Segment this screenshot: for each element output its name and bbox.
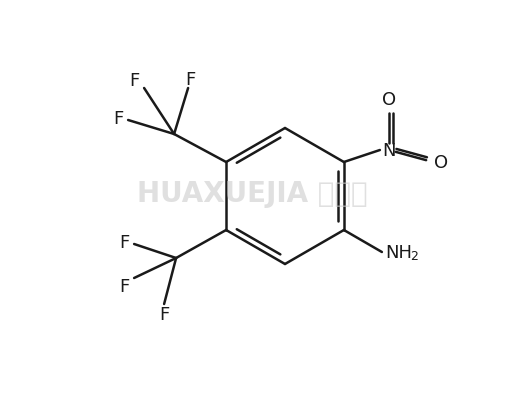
Text: F: F bbox=[119, 277, 129, 295]
Text: N: N bbox=[382, 142, 396, 160]
Text: F: F bbox=[185, 71, 195, 89]
Text: F: F bbox=[159, 305, 169, 323]
Text: O: O bbox=[434, 154, 448, 172]
Text: O: O bbox=[382, 91, 396, 109]
Text: NH: NH bbox=[385, 243, 412, 261]
Text: 2: 2 bbox=[410, 250, 418, 263]
Text: HUAXUEJIA 化学加: HUAXUEJIA 化学加 bbox=[137, 180, 367, 207]
Text: F: F bbox=[119, 233, 129, 251]
Text: F: F bbox=[113, 110, 123, 128]
Text: F: F bbox=[129, 72, 139, 90]
